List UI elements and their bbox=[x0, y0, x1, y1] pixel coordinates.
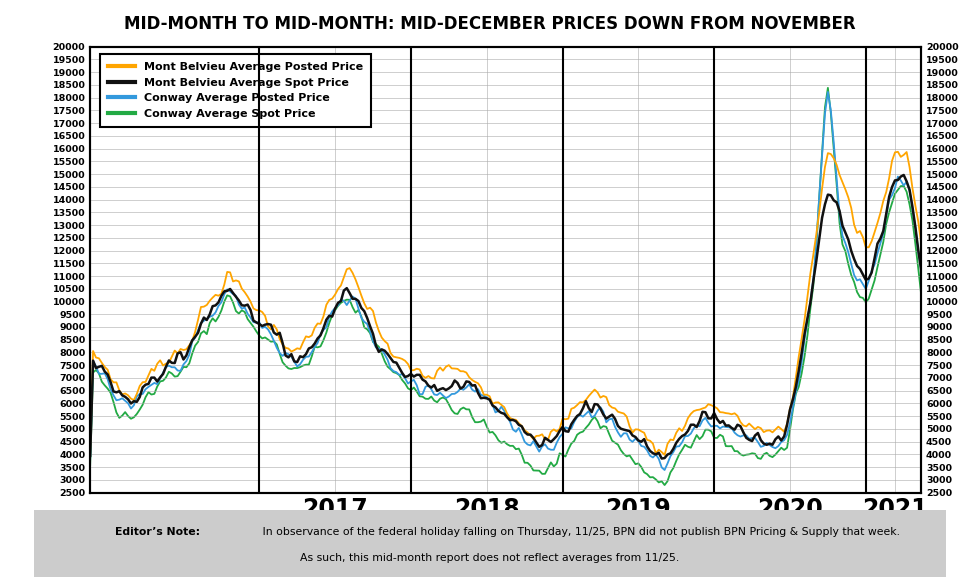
Text: MID-MONTH TO MID-MONTH: MID-DECEMBER PRICES DOWN FROM NOVEMBER: MID-MONTH TO MID-MONTH: MID-DECEMBER PRI… bbox=[124, 15, 856, 33]
Legend: Mont Belvieu Average Posted Price, Mont Belvieu Average Spot Price, Conway Avera: Mont Belvieu Average Posted Price, Mont … bbox=[100, 54, 371, 127]
Text: As such, this mid-month report does not reflect averages from 11/25.: As such, this mid-month report does not … bbox=[301, 553, 679, 563]
Text: Editor’s Note:: Editor’s Note: bbox=[115, 526, 200, 536]
Text: In observance of the federal holiday falling on Thursday, 11/25, BPN did not pub: In observance of the federal holiday fal… bbox=[259, 526, 900, 536]
